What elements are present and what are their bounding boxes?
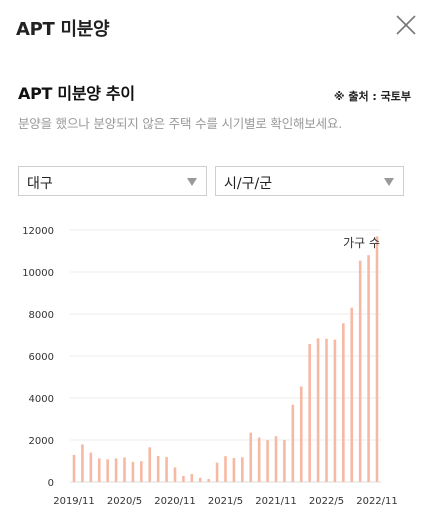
- dropdown-arrow-icon: [384, 178, 394, 186]
- chart-grid: [70, 229, 381, 483]
- region-select-value: 대구: [27, 176, 53, 192]
- bar: [198, 477, 202, 482]
- source-note: ※ 출처 : 국토부: [333, 90, 411, 103]
- bar: [249, 432, 253, 482]
- bar: [131, 461, 135, 482]
- x-axis-ticks: 2019/11 2020/5 2020/11 2021/5 2021/11 2022/5 2…: [53, 496, 398, 507]
- bar: [350, 307, 354, 482]
- bar: [182, 475, 185, 482]
- unsold-apartments-chart: 0 2000 4000 6000 8000 10000 12000 2019/11 2020/…: [22, 226, 398, 507]
- section-title: APT 미분양 추이: [18, 84, 135, 103]
- bar: [215, 462, 219, 482]
- bar: [140, 461, 143, 482]
- modal-title: APT 미분양: [16, 19, 110, 40]
- bar: [325, 338, 328, 482]
- bar: [283, 440, 286, 482]
- bar: [165, 457, 168, 482]
- x-tick-label: 2022/11: [356, 496, 398, 507]
- bar: [257, 437, 261, 482]
- bar: [274, 436, 278, 482]
- bar: [333, 339, 337, 482]
- bar: [266, 440, 269, 482]
- bar: [123, 457, 126, 482]
- x-tick-label: 2019/11: [53, 496, 95, 507]
- y-tick-label: 12000: [22, 226, 54, 237]
- chart-bars: [72, 236, 379, 482]
- bar: [156, 455, 160, 482]
- bar: [207, 479, 210, 482]
- bar: [190, 474, 194, 482]
- bar: [367, 255, 370, 482]
- bar: [224, 456, 227, 482]
- dropdown-arrow-icon: [187, 178, 197, 186]
- bar: [291, 404, 295, 482]
- bar: [114, 458, 118, 482]
- series-label: 가구 수: [343, 236, 380, 250]
- bar: [148, 447, 152, 482]
- bar: [89, 452, 93, 482]
- x-tick-label: 2020/5: [107, 496, 142, 507]
- y-tick-label: 4000: [29, 394, 54, 405]
- bar: [358, 260, 362, 482]
- bar: [106, 459, 109, 482]
- x-tick-label: 2021/11: [255, 496, 297, 507]
- bar: [308, 344, 311, 482]
- y-tick-label: 2000: [29, 436, 54, 447]
- district-select[interactable]: 시/구/군: [215, 166, 404, 196]
- bar: [241, 457, 244, 482]
- bar: [81, 444, 84, 482]
- bar: [232, 458, 236, 482]
- region-select[interactable]: 대구: [18, 166, 207, 196]
- bar: [342, 323, 345, 482]
- bar: [375, 236, 379, 482]
- x-tick-label: 2021/5: [208, 496, 243, 507]
- y-tick-label: 8000: [29, 310, 54, 321]
- bar: [97, 458, 101, 482]
- y-tick-label: 6000: [29, 352, 54, 363]
- district-select-value: 시/구/군: [224, 176, 273, 192]
- y-tick-label: 0: [48, 478, 54, 489]
- y-tick-label: 10000: [22, 268, 54, 279]
- x-tick-label: 2022/5: [309, 496, 344, 507]
- close-icon: [396, 15, 416, 35]
- section-description: 분양을 했으나 분양되지 않은 주택 수를 시기별로 확인해보세요.: [18, 116, 342, 131]
- close-button[interactable]: [391, 10, 421, 40]
- x-tick-label: 2020/11: [154, 496, 196, 507]
- bar: [299, 386, 303, 482]
- bar: [316, 338, 320, 482]
- y-axis-ticks: 0 2000 4000 6000 8000 10000 12000: [22, 226, 54, 489]
- modal-header: APT 미분양: [0, 0, 427, 52]
- bar: [173, 467, 177, 482]
- bar: [72, 454, 76, 482]
